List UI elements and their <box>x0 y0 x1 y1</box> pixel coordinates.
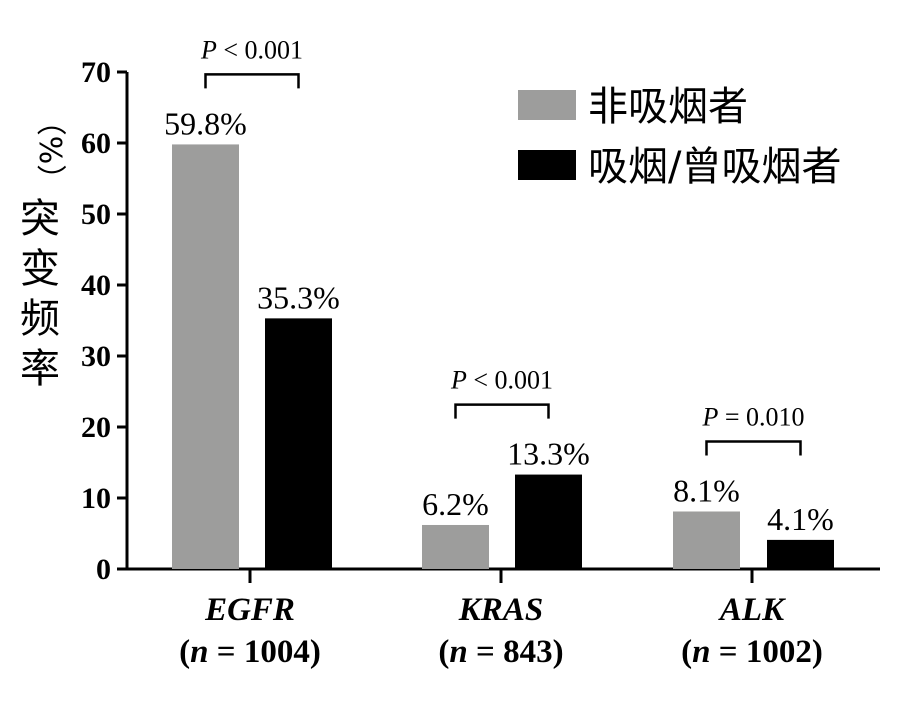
y-axis-label: （%） 突 变 频 率 <box>20 106 67 392</box>
y-tick-label: 10 <box>81 482 111 515</box>
bar-value-label: 6.2% <box>422 486 489 522</box>
bar-value-label: 4.1% <box>767 501 834 537</box>
bar-kras-series-1 <box>515 474 582 569</box>
significance-annotations: P < 0.001 P < 0.001 P = 0.010 <box>200 35 805 456</box>
bar-value-label: 35.3% <box>257 279 340 315</box>
legend-label-smoker: 吸烟/曾吸烟者 <box>588 144 841 190</box>
significance-bracket <box>204 73 300 89</box>
significance-bracket <box>705 440 802 456</box>
category-label-alk: ALK <box>718 592 786 628</box>
legend-swatch-smoker <box>518 150 576 180</box>
significance-bracket <box>454 403 550 419</box>
y-tick-label: 20 <box>81 411 111 444</box>
bar-value-label: 8.1% <box>673 472 740 508</box>
bar-alk-series-1 <box>767 539 834 569</box>
legend-label-nonsmoker: 非吸烟者 <box>588 84 748 130</box>
bar-alk-series-0 <box>673 511 740 569</box>
y-axis-label-char-4: 率 <box>20 346 60 392</box>
y-tick-label: 40 <box>81 269 111 302</box>
bar-value-label: 59.8% <box>164 105 247 141</box>
p-value-label: P < 0.001 <box>200 35 303 64</box>
y-tick-label: 50 <box>81 198 111 231</box>
bar-kras-series-0 <box>422 524 489 569</box>
p-value-label: P = 0.010 <box>701 402 804 431</box>
category-label-kras: KRAS <box>458 592 543 628</box>
p-value-label: P < 0.001 <box>450 366 553 395</box>
category-labels: EGFR (n = 1004) KRAS (n = 843) ALK (n = 1002) <box>179 592 823 670</box>
bar-egfr-series-0 <box>172 144 239 570</box>
legend-swatch-nonsmoker <box>518 90 576 120</box>
category-n-alk: (n = 1002) <box>681 634 823 670</box>
y-axis-label-char-2: 变 <box>20 246 60 292</box>
bar-egfr-series-1 <box>265 318 332 569</box>
y-axis-label-unit: （%） <box>32 106 67 195</box>
bars: 59.8% 6.2% 8.1% 35.3% 13.3% 4.1% <box>164 105 834 570</box>
y-tick-label: 0 <box>96 553 111 586</box>
category-n-egfr: (n = 1004) <box>179 634 321 670</box>
legend: 非吸烟者 吸烟/曾吸烟者 <box>518 84 841 190</box>
y-tick-label: 70 <box>81 56 111 89</box>
bar-value-label: 13.3% <box>507 436 590 472</box>
y-axis-label-char-3: 频 <box>20 296 60 342</box>
category-n-kras: (n = 843) <box>438 634 563 670</box>
axes: 0 10 20 30 40 50 60 70 <box>81 56 880 586</box>
y-tick-label: 60 <box>81 127 111 160</box>
y-tick-label: 30 <box>81 340 111 373</box>
category-label-egfr: EGFR <box>204 592 295 628</box>
y-axis-label-char-1: 突 <box>20 196 60 242</box>
